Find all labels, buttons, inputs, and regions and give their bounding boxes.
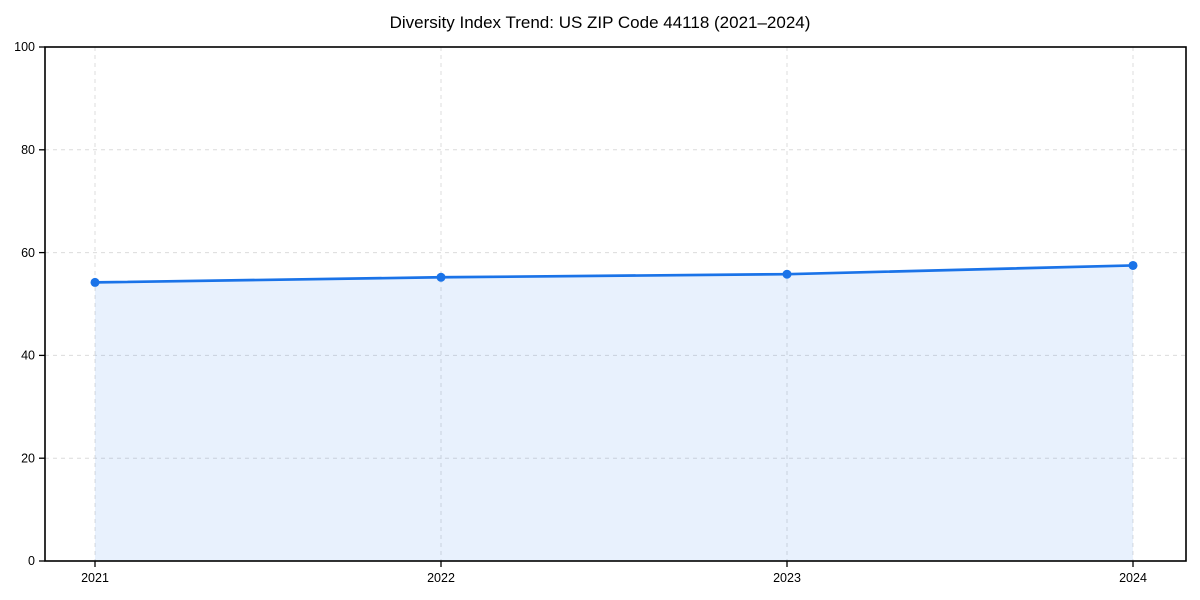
x-tick-label: 2021 — [81, 571, 109, 585]
x-tick-label: 2023 — [773, 571, 801, 585]
x-tick-label: 2024 — [1119, 571, 1147, 585]
y-tick-label: 40 — [21, 349, 35, 363]
data-point-2021 — [90, 277, 100, 287]
data-point-2024 — [1128, 260, 1138, 270]
x-tick-label: 2022 — [427, 571, 455, 585]
trend-line — [93, 264, 1135, 284]
chart-title: Diversity Index Trend: US ZIP Code 44118… — [389, 13, 811, 32]
plot-border — [44, 46, 1187, 562]
y-tick-label: 60 — [21, 246, 35, 260]
y-tick-label: 100 — [14, 40, 35, 54]
y-tick-label: 20 — [21, 451, 35, 465]
area-fill — [95, 265, 1133, 561]
data-point-2022 — [436, 272, 446, 282]
y-tick-label: 80 — [21, 143, 35, 157]
data-point-2023 — [782, 269, 792, 279]
y-tick-label: 0 — [28, 554, 35, 568]
